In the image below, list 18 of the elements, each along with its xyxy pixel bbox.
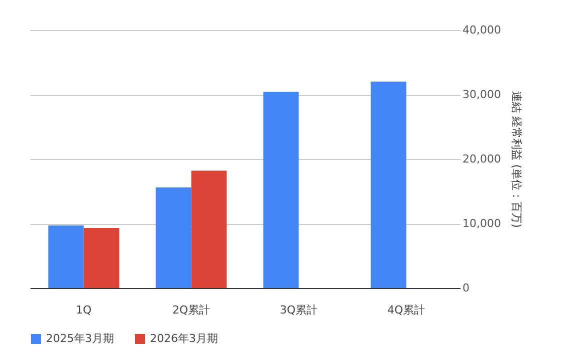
y-axis-title: 連結 経常利益 (単位：百万) [510,91,523,228]
x-tick-label: 4Q累計 [387,304,426,316]
bar [156,187,192,288]
x-tick-label: 1Q [76,304,92,316]
legend-label: 2026年3月期 [150,332,218,345]
bar [48,225,84,288]
bar [370,82,406,288]
x-tick-label: 2Q累計 [172,304,210,316]
y-tick-label: 20,000 [462,152,501,166]
bar [84,228,120,288]
y-tick-label: 0 [462,282,470,294]
legend-label: 2025年3月期 [46,332,114,345]
x-tick-label: 3Q累計 [280,304,318,316]
y-tick-label: 40,000 [462,24,501,36]
bar [263,92,299,288]
y-tick-label: 10,000 [462,217,501,230]
y-tick-label: 30,000 [462,88,501,101]
bar [191,170,227,288]
